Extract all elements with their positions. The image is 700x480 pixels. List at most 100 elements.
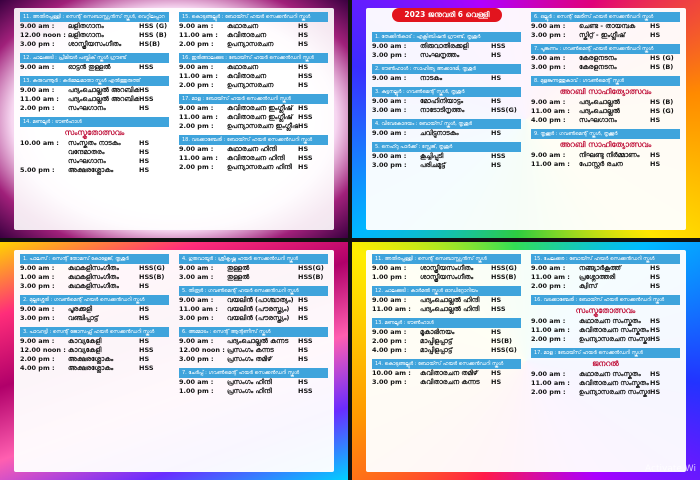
event-row: 9.00 am : കേരളനടനം HS (G): [531, 54, 680, 63]
event-name: സ്കിറ്റ് - ഇംഗ്ലീഷ്: [579, 31, 626, 39]
event-level: HS: [139, 148, 150, 156]
event-time: 11.00 am :: [531, 326, 570, 334]
venue-header: 17. മാള : ബോയ്സ് ഹയർ സെക്കൻഡറി സ്കൂൾ: [179, 94, 328, 104]
section-subtitle: അറബി സാഹിത്യോത്സവം: [559, 87, 652, 96]
venue-block: 3. കുട്ടനല്ലൂർ : ഗവൺമെന്റ് സ്കൂൾ, തൃശൂർ 9…: [372, 87, 521, 115]
event-level: HS: [650, 282, 661, 290]
event-level: HS (G): [650, 54, 674, 62]
event-row: 11.00 am : കവിതാരചന HSS: [179, 72, 328, 81]
schedule-sheet: 1. പാലസ് : സെന്റ് തോമസ് കോളേജ്, തൃശൂർ 9.0…: [14, 250, 334, 472]
event-level: HSS(G): [139, 264, 165, 272]
event-row: 9.00 am : മൂകാഭിനയം HS: [372, 328, 521, 337]
event-level: HS: [491, 74, 502, 82]
event-time: 11.00 am :: [179, 113, 218, 121]
event-time: 9.00 am :: [179, 145, 214, 153]
event-name: ചവിട്ടുനാടകം: [420, 129, 459, 137]
event-name: കഥകളിസംഗീതം: [68, 273, 119, 281]
event-time: 10.00 am :: [372, 369, 411, 377]
event-row: 9.00 am : നങ്ങ്യാർകൂത്ത് HS: [531, 264, 680, 273]
event-name: കഥാരചന സംസ്കൃതം: [579, 370, 641, 378]
venue-block: 17. മാള : ബോയ്സ് ഹയർ സെക്കൻഡറി സ്കൂൾ 9.00…: [179, 94, 328, 131]
venue-header: 9. തൃക്കൂർ : ഗവൺമെന്റ് സ്കൂൾ, തൃക്കൂർ: [531, 129, 680, 139]
event-row: 3.00 am : തുള്ളൽ HSS(B): [179, 273, 328, 282]
event-time: 12.00 noon :: [179, 346, 225, 354]
event-row: 3.00 am : നാടോടിനൃത്തം HSS(G): [372, 106, 521, 115]
venue-header: 4. ഗുരുവായൂർ : ശ്രീകൃഷ്ണ ഹയർ സെക്കൻഡറി സ…: [179, 254, 328, 264]
event-name: കവിതാരചന ഹിന്ദി: [227, 154, 285, 162]
event-time: 9.00 am :: [20, 264, 55, 272]
venue-block: 12. ചാലക്കുടി : കാർമൽ സ്കൂൾ ഓഡിറ്റോറിയം 9…: [372, 286, 521, 314]
event-time: 2.00 pm :: [179, 40, 214, 48]
event-row: 4.00 pm : സംഘഗാനം HS: [531, 116, 680, 125]
event-row: 9.00 am : ശാസ്ത്രീയസംഗീതം HSS(G): [372, 264, 521, 273]
event-row: 11.00 am : കവിതാരചന HS: [179, 31, 328, 40]
event-row: 12.00 noon : ലളിതഗാനം HSS (B): [20, 31, 169, 40]
schedule-sheet: 1. തേക്കിൻകാട് : എക്സിബിഷൻ ഗ്രൗണ്ട്, തൃശ…: [366, 8, 686, 230]
event-row: 2.00 pm : സംഘഗാനം HS: [20, 104, 169, 113]
event-name: കഥാരചന: [227, 63, 259, 71]
event-time: 2.00 pm :: [372, 337, 407, 345]
event-time: 9.00 am :: [20, 86, 55, 94]
venue-header: 2. ടൗൺഹാൾ : സാഹിത്യ അക്കാദമി, തൃശൂർ: [372, 64, 521, 74]
venue-block: 2. ടൗൺഹാൾ : സാഹിത്യ അക്കാദമി, തൃശൂർ 9.00 …: [372, 64, 521, 83]
event-time: 3.00 pm :: [372, 161, 407, 169]
schedule-sheet: 11. അതിരപ്പള്ളി : സെന്റ് സെബാസ്റ്റ്യൻസ് …: [366, 250, 686, 472]
venue-header: 12. ചാലക്കുടി : കാർമൽ സ്കൂൾ ഓഡിറ്റോറിയം: [372, 286, 521, 296]
event-level: HS: [491, 97, 502, 105]
event-level: HS: [298, 63, 309, 71]
event-level: HS: [650, 151, 661, 159]
venue-header: 18. വടക്കാഞ്ചേരി : ബോയ്സ് ഹയർ സെക്കൻഡറി …: [179, 135, 328, 145]
event-name: ഉപന്യാസരചന ഹിന്ദി: [227, 163, 292, 171]
event-row: 9.00 am : കൂച്ചിപ്പുടി HSS: [372, 152, 521, 161]
event-time: 3.00 pm :: [531, 63, 566, 71]
schedule-sheet: 11. അതിരപ്പള്ളി : സെന്റ് സെബാസ്റ്റ്യൻസ് …: [14, 8, 334, 230]
event-row: 2.00 pm : ക്വിസ് HS: [531, 282, 680, 291]
event-name: പ്രസംഗം ഹിന്ദി: [227, 378, 272, 386]
event-name: തുള്ളൽ: [227, 273, 250, 281]
event-level: HS: [298, 355, 309, 363]
schedule-column: 1. തേക്കിൻകാട് : എക്സിബിഷൻ ഗ്രൗണ്ട്, തൃശ…: [372, 12, 521, 226]
venue-header: 13. കരുവന്നൂർ : കർമ്മലമാതാ സ്കൂൾ എൽത്തുര…: [20, 76, 169, 86]
event-time: 9.00 am :: [531, 151, 566, 159]
event-time: 9.00 am :: [372, 152, 407, 160]
venue-header: 5. തിരൂർ : ഗവൺമെന്റ് ഹയർ സെക്കൻഡറി സ്കൂൾ: [179, 286, 328, 296]
event-level: HSS: [298, 72, 313, 80]
event-level: HS: [139, 355, 150, 363]
event-level: HSS: [491, 42, 506, 50]
event-row: 9.00 am : കഥാരചന HS: [179, 63, 328, 72]
event-row: 3.00 pm : പരിചമുട്ട് HS: [372, 161, 521, 170]
event-row: 9.00 am : വയലിൻ (പാശ്ചാത്യം) HS: [179, 296, 328, 305]
schedule-column: 6. ഒല്ലൂർ : സെന്റ് മേരീസ് ഹയർ സെക്കൻഡറി …: [531, 12, 680, 226]
event-time: 3.00 pm :: [20, 314, 55, 322]
event-level: HS: [298, 81, 309, 89]
section-subtitle: സംസ്കൃതോത്സവം: [64, 128, 125, 137]
venue-header: 15. കൊടുങ്ങല്ലൂർ : ബോയ്സ് ഹയർ സെക്കൻഡറി …: [179, 12, 328, 22]
event-name: പദ്യംചൊല്ലൽ: [579, 98, 620, 106]
venue-header: 14. മണലൂർ : ടൗൺഹാൾ: [20, 117, 169, 127]
event-time: 11.00 am :: [179, 72, 218, 80]
event-row: 2.00 pm : ഉപന്യാസരചന ഹിന്ദി HS: [179, 163, 328, 172]
event-row: 11.00 am : പദ്യംചൊല്ലൽ HS (G): [531, 107, 680, 116]
event-row: 11.00 am : പദ്യംചൊല്ലൽ ഹിന്ദി HSS: [372, 305, 521, 314]
event-time: 9.00 am :: [531, 264, 566, 272]
event-row: 9.00 am : കഥാരചന സംസ്കൃതം HS: [531, 370, 680, 379]
event-name: നിഘണ്ടു നിർമ്മാണം: [579, 151, 640, 159]
venue-header: 5. നെഹ്റു പാർക്ക് : സ്റ്റേജ്, തൃശൂർ: [372, 142, 521, 152]
event-level: HS: [650, 22, 661, 30]
section-subtitle: ജനറൽ: [592, 359, 619, 368]
event-row: 9.00 am : പൂരക്കളി HS: [20, 305, 169, 314]
event-name: ക്വിസ്: [579, 282, 598, 290]
event-level: HS: [491, 129, 502, 137]
event-name: പ്രസംഗം തമിഴ്: [227, 355, 272, 363]
event-level: HS: [139, 104, 150, 112]
event-time: 11.00 am :: [531, 107, 570, 115]
venue-header: 7. പൂങ്കുന്നം : ഗവൺമെന്റ് ഹയർ സെക്കൻഡറി …: [531, 44, 680, 54]
event-level: HSS: [298, 387, 313, 395]
event-level: HS: [298, 378, 309, 386]
event-name: വയലിൻ (പൗരസ്ത്യം): [227, 305, 290, 313]
event-level: HS: [298, 22, 309, 30]
event-name: സംഘഗാനം: [68, 104, 106, 112]
event-name: കവിതാരചന ഇംഗ്ലീഷ്: [227, 113, 293, 121]
event-name: പദ്യംചൊല്ലൽ അറബിക്: [68, 86, 139, 94]
event-row: 9.00 am : കഥാരചന HS: [179, 22, 328, 31]
